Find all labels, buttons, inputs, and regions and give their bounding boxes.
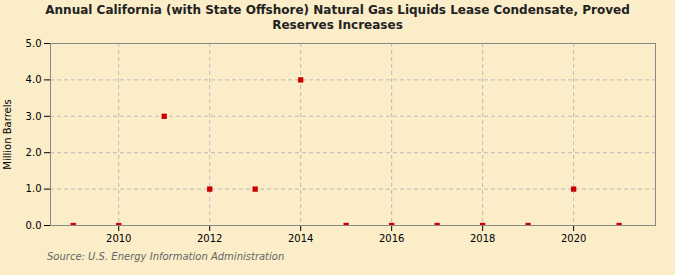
svg-text:2010: 2010 <box>106 233 131 244</box>
svg-text:0.0: 0.0 <box>26 220 42 231</box>
svg-text:2.0: 2.0 <box>26 147 42 158</box>
svg-text:Million Barrels: Million Barrels <box>2 99 13 169</box>
html-text:Reserves Increases: Reserves Increases <box>272 18 403 32</box>
svg-text:2016: 2016 <box>379 233 404 244</box>
svg-text:5.0: 5.0 <box>26 38 42 49</box>
svg-text:2012: 2012 <box>197 233 222 244</box>
svg-text:1.0: 1.0 <box>26 183 42 194</box>
html-text:Source: U.S. Energy Informatio: Source: U.S. Energy Information Administ… <box>47 251 285 262</box>
svg-text:2018: 2018 <box>470 233 495 244</box>
svg-text:2020: 2020 <box>561 233 586 244</box>
svg-text:3.0: 3.0 <box>26 111 42 122</box>
html-text:Annual California (with State: Annual California (with State Offshore) … <box>45 3 630 17</box>
svg-text:4.0: 4.0 <box>26 74 42 85</box>
svg-text:2014: 2014 <box>288 233 313 244</box>
